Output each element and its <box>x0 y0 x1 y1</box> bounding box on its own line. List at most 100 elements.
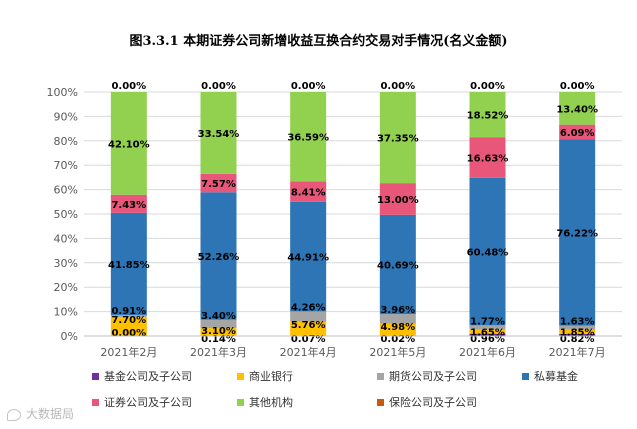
bar-segment <box>110 212 147 315</box>
bar-segment <box>110 314 147 318</box>
bar-segment <box>200 91 237 174</box>
data-label: 0.00% <box>111 81 146 92</box>
data-label: 1.85% <box>560 327 595 338</box>
legend-item-insurance: 保险公司及子公司 <box>377 394 522 410</box>
data-label: 1.77% <box>470 316 505 327</box>
bar-segment <box>379 214 416 315</box>
data-label: 3.10% <box>201 326 236 337</box>
x-tick-label: 2021年4月 <box>280 345 337 359</box>
watermark-text: 大数据局 <box>26 407 75 421</box>
y-tick-label: 70% <box>54 159 78 172</box>
bar-segment <box>559 91 596 125</box>
bar-segment <box>290 311 327 322</box>
legend-swatch <box>522 372 529 380</box>
bar-segment <box>559 333 596 336</box>
data-label: 33.54% <box>198 129 240 140</box>
legend-label: 期货公司及子公司 <box>389 370 477 383</box>
legend-item-bank: 商业银行 <box>237 368 377 384</box>
x-tick-label: 2021年3月 <box>190 345 247 359</box>
y-tick-label: 100% <box>47 86 78 99</box>
legend-item-other: 其他机构 <box>237 394 377 410</box>
data-label: 7.43% <box>111 200 146 211</box>
legend-label: 私募基金 <box>534 370 578 383</box>
y-tick-label: 30% <box>54 257 78 270</box>
data-label: 16.63% <box>467 153 509 164</box>
data-label: 41.85% <box>108 260 150 271</box>
legend-item-fund: 基金公司及子公司 <box>92 368 237 384</box>
bar-segment <box>290 201 327 312</box>
bar-segment <box>110 194 147 213</box>
bar-segment <box>559 139 596 326</box>
data-label: 13.40% <box>556 104 598 115</box>
data-label: 44.91% <box>287 253 329 264</box>
y-tick-label: 10% <box>54 306 78 319</box>
y-tick-label: 40% <box>54 232 78 245</box>
bar-segment <box>559 329 596 334</box>
data-label: 13.00% <box>377 195 419 206</box>
data-label: 1.63% <box>560 317 595 328</box>
legend-item-securities: 证券公司及子公司 <box>92 394 237 410</box>
legend-label: 证券公司及子公司 <box>104 396 192 409</box>
data-label: 6.09% <box>560 128 595 139</box>
x-tick-label: 2021年5月 <box>369 345 426 359</box>
legend-swatch <box>92 372 99 380</box>
bar-segment <box>559 325 596 330</box>
y-tick-label: 60% <box>54 184 78 197</box>
watermark: 大数据局 <box>6 405 74 422</box>
bar-segment <box>469 177 506 326</box>
data-label: 36.59% <box>287 133 329 144</box>
bar-segment <box>200 328 237 336</box>
data-label: 3.40% <box>201 311 236 322</box>
weibo-icon <box>6 407 22 421</box>
bar-segment <box>200 173 237 193</box>
bar-segment <box>469 329 506 334</box>
bar-segment <box>469 137 506 178</box>
data-label: 52.26% <box>198 252 240 263</box>
data-label: 76.22% <box>556 229 598 240</box>
x-tick-label: 2021年6月 <box>459 345 516 359</box>
data-label: 0.96% <box>470 334 505 345</box>
data-label: 0.00% <box>201 81 236 92</box>
bar-segment <box>200 192 237 320</box>
data-label: 4.98% <box>380 322 415 333</box>
bar-segment <box>559 124 596 140</box>
data-label: 7.57% <box>201 179 236 190</box>
bar-segment <box>379 183 416 215</box>
axis-layer: 0% 10% 20% 30% 40% 50% 60% 70% 80% 90% 100% 2021年2月… <box>47 86 622 359</box>
legend-swatch <box>237 372 244 380</box>
grid-layer <box>84 91 622 313</box>
data-label: 5.76% <box>291 320 326 331</box>
legend-item-private-fund: 私募基金 <box>522 368 637 384</box>
bar-segment <box>290 92 327 182</box>
x-tick-label: 2021年7月 <box>549 345 606 359</box>
data-label: 0.82% <box>560 334 595 345</box>
data-label: 3.96% <box>380 305 415 316</box>
data-label: 60.48% <box>467 248 509 259</box>
bar-segment <box>110 317 147 336</box>
legend-label: 其他机构 <box>249 396 293 409</box>
data-label: 0.00% <box>560 81 595 92</box>
legend-swatch <box>377 398 384 406</box>
label-layer: 0.00% 7.70%0.91% 41.85% 7.43% 42.10% 0.00% 0.1… <box>108 81 598 345</box>
legend-item-futures: 期货公司及子公司 <box>377 368 522 384</box>
data-label: 8.41% <box>291 188 326 199</box>
data-label: 40.69% <box>377 260 419 271</box>
data-label: 0.91% <box>111 306 146 317</box>
data-label: 0.14% <box>201 334 236 345</box>
bar-segment <box>379 323 416 336</box>
data-label: 0.07% <box>291 334 326 345</box>
bar-segment <box>200 319 237 329</box>
chart-title: 图3.3.1 本期证券公司新增收益互换合约交易对手情况(名义金额) <box>129 34 508 49</box>
data-label: 1.65% <box>470 328 505 339</box>
data-label: 0.00% <box>380 81 415 92</box>
bar-segment <box>469 91 506 138</box>
legend-swatch <box>237 398 244 406</box>
y-tick-label: 80% <box>54 135 78 148</box>
data-label: 0.02% <box>380 334 415 345</box>
legend-swatch <box>377 372 384 380</box>
data-label: 7.70% <box>111 315 146 326</box>
bar-segment <box>469 333 506 336</box>
x-tick-label: 2021年2月 <box>100 345 157 359</box>
y-tick-label: 0% <box>61 330 78 343</box>
